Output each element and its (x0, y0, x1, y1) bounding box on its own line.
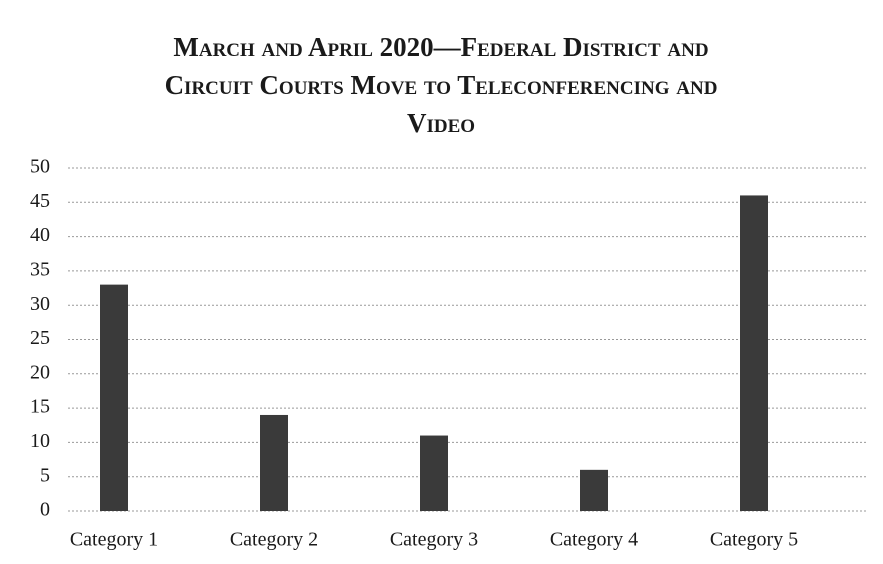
y-tick-label: 20 (30, 361, 50, 383)
bar (740, 195, 768, 511)
y-tick-label: 25 (30, 327, 50, 349)
bar (580, 469, 608, 511)
x-tick-label: Category 1 (70, 529, 158, 551)
y-tick-label: 40 (30, 224, 50, 246)
y-tick-label: 15 (30, 396, 50, 418)
y-tick-label: 30 (30, 293, 50, 315)
x-tick-label: Category 5 (710, 529, 798, 551)
x-tick-label: Category 3 (390, 529, 478, 551)
y-tick-label: 50 (30, 156, 50, 178)
y-tick-label: 35 (30, 258, 50, 280)
y-tick-label: 5 (40, 464, 50, 486)
y-tick-label: 0 (40, 499, 50, 521)
x-tick-label: Category 4 (550, 529, 638, 551)
bar (260, 414, 288, 511)
y-tick-label: 10 (30, 430, 50, 452)
y-tick-label: 45 (30, 190, 50, 212)
x-tick-label: Category 2 (230, 529, 318, 551)
chart-title: March and April 2020—Federal District an… (164, 32, 718, 138)
bar (420, 435, 448, 511)
bar (100, 284, 128, 511)
